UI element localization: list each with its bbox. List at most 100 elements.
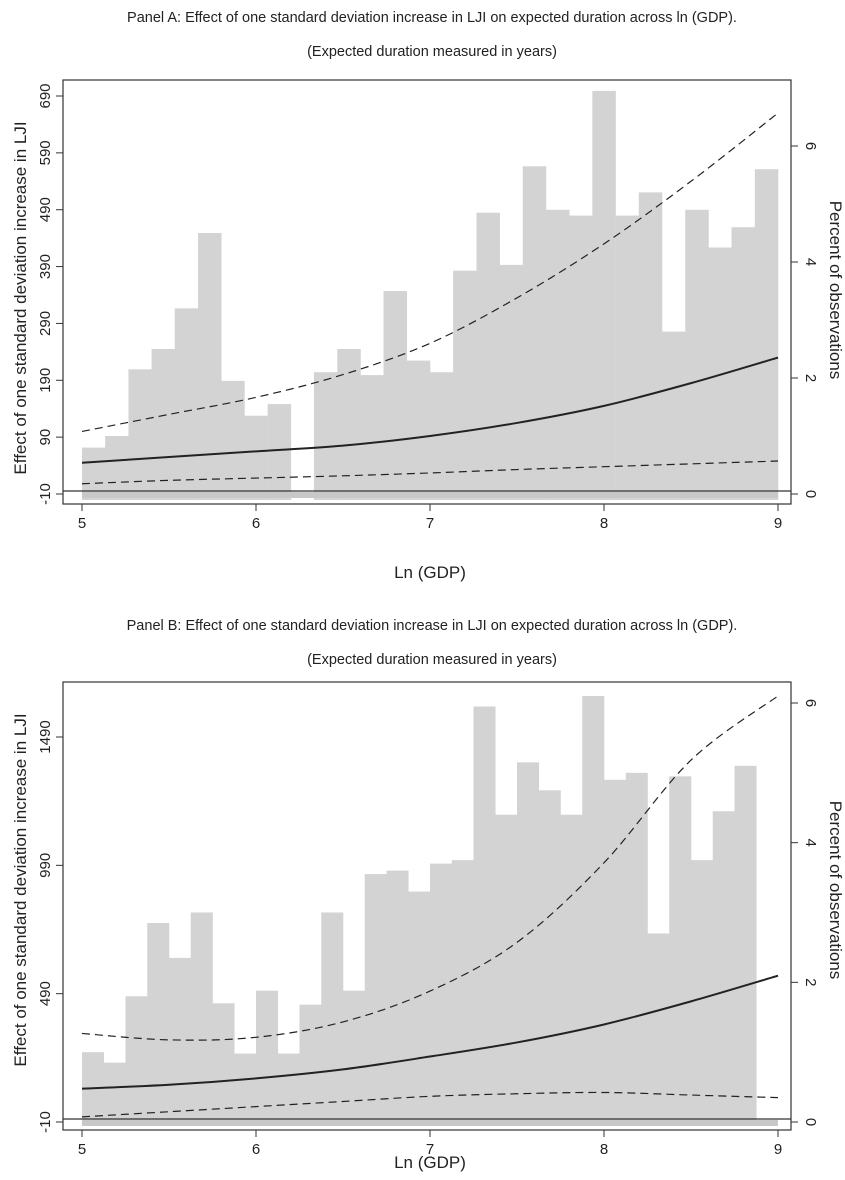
panel-a-hist-bar [754,169,779,500]
panel-a-hist-bar [638,192,663,500]
panel-a-hist-bar [430,372,454,500]
panel-a-hist-bar [151,349,176,500]
panel-a-y2-axis: 0 2 4 6 [791,142,819,498]
panel-a-y2-tick-label: 2 [802,374,819,382]
panel-a-hist-bar [244,415,268,500]
panel-a-hist-bar [453,270,477,500]
panel-b-y-tick-label: -10 [37,1111,54,1133]
panel-a-effect-lines [81,112,779,485]
panel-a-hist-bar [406,360,431,500]
panel-b-hist-bar [495,814,518,1126]
panel-a-x-tick-label: 7 [426,515,434,532]
panel-b-x-tick-label: 7 [426,1141,434,1158]
panel-a-y-tick-label: 90 [37,429,54,446]
panel-b-hist-bar [669,776,692,1126]
panel-b-hist-bar [408,891,431,1126]
panel-a-x-tick-label: 6 [252,515,260,532]
panel-a: Panel A: Effect of one standard deviatio… [11,10,845,582]
panel-b-y2-tick-label: 2 [802,978,819,986]
panel-b-effect-line [81,974,779,1090]
panel-b-hist-bar [321,912,344,1126]
panel-b-hist-bar [560,814,583,1126]
panel-b-baseline-band [82,1120,778,1126]
panel-a-hist-bar [499,264,524,500]
panel-a-hist-bar [105,436,129,500]
panel-a-y2-tick-label: 4 [802,258,819,266]
panel-a-y-tick-label: -10 [37,483,54,505]
panel-b-hist-bar [647,933,670,1126]
panel-b-y-axis: -10 490 990 1490 [37,720,63,1133]
panel-a-hist-bar [569,215,593,500]
panel-a-y-tick-label: 690 [37,83,54,108]
panel-a-y-label: Effect of one standard deviation increas… [11,121,30,474]
panel-a-hist-bar [661,331,686,500]
panel-a-x-tick-label: 5 [78,515,86,532]
panel-b-y2-tick-label: 0 [802,1118,819,1126]
panel-a-y-tick-label: 190 [37,368,54,393]
panel-b-hist-bar [103,1062,126,1126]
panel-a-effect-line [81,356,779,464]
panel-b-y2-tick-label: 6 [802,699,819,707]
panel-a-hist-bar [221,380,245,500]
panel-b-y2-axis: 0 2 4 6 [791,699,819,1126]
panel-a-baseline-band [82,492,778,498]
panel-b-plot-frame [62,681,792,1131]
panel-b-hist-bar [234,1053,257,1126]
panel-a-hist-bar [546,209,570,501]
panel-b-x-tick-label: 6 [252,1141,260,1158]
panel-a-y-tick-label: 390 [37,254,54,279]
panel-a-hist-bar [522,166,547,501]
panel-a-y2-label: Percent of observations [826,201,845,380]
panel-b-hist-bar [277,1053,300,1126]
panel-a-y2-tick-label: 6 [802,142,819,150]
panel-b-y-tick-label: 490 [37,981,54,1006]
panel-b-hist-bar [734,765,757,1126]
panel-a-y-axis: -10 90 190 290 390 490 590 690 [37,83,63,505]
panel-b-hist-bar [256,990,279,1126]
panel-a-y-tick-label: 490 [37,197,54,222]
panel-b-hist-bar [386,870,409,1126]
panel-a-hist-bar [731,227,756,500]
panel-a-plot-frame [62,79,792,505]
panel-b-x-tick-label: 5 [78,1141,86,1158]
panel-b-y-tick-label: 990 [37,853,54,878]
panel-b-effect-lines [81,695,779,1118]
panel-b-hist-bar [125,996,148,1126]
panel-a-y-tick-label: 590 [37,140,54,165]
panel-b-hist-bar [212,1003,235,1126]
panel-b-hist-bar [691,860,714,1126]
panel-a-hist-bar [128,369,152,500]
panel-b-y-tick-label: 1490 [37,720,54,753]
panel-a-subtitle: (Expected duration measured in years) [307,44,557,60]
panel-a-hist-bar [267,404,292,500]
panel-b: Panel B: Effect of one standard deviatio… [11,618,845,1172]
panel-b-hist-bar [430,863,453,1126]
panel-a-x-tick-label: 9 [774,515,782,532]
panel-a-y-tick-label: 290 [37,311,54,336]
panel-a-hist-bar [476,212,500,500]
panel-a-x-axis: 5 6 7 8 9 [78,504,782,532]
panel-a-hist-bar [198,233,222,500]
panel-a-hist-bar [174,308,199,500]
panel-a-hist-bar [592,90,616,501]
panel-a-hist-bar [337,349,361,500]
panel-b-hist-bar [582,696,605,1126]
panel-b-hist-bar [625,772,648,1126]
panel-a-x-label: Ln (GDP) [394,563,466,582]
panel-b-hist-bar [299,1004,322,1126]
panel-b-title: Panel B: Effect of one standard deviatio… [127,618,738,634]
panel-a-x-tick-label: 8 [600,515,608,532]
panel-b-hist-bar [473,706,496,1126]
panel-b-x-axis: 5 6 7 8 9 [78,1130,782,1158]
panel-a-hist-bar [685,209,709,501]
panel-b-x-tick-label: 9 [774,1141,782,1158]
panel-b-hist-bar [538,790,561,1126]
panel-a-hist-bar [615,215,640,500]
panel-a-title: Panel A: Effect of one standard deviatio… [127,10,737,26]
panel-b-hist-bar [451,860,474,1126]
panel-b-x-label: Ln (GDP) [394,1153,466,1172]
panel-a-y2-tick-label: 0 [802,490,819,498]
panel-b-hist-bar [364,874,387,1126]
panel-a-hist-bar [383,291,408,500]
panel-b-subtitle: (Expected duration measured in years) [307,652,557,668]
